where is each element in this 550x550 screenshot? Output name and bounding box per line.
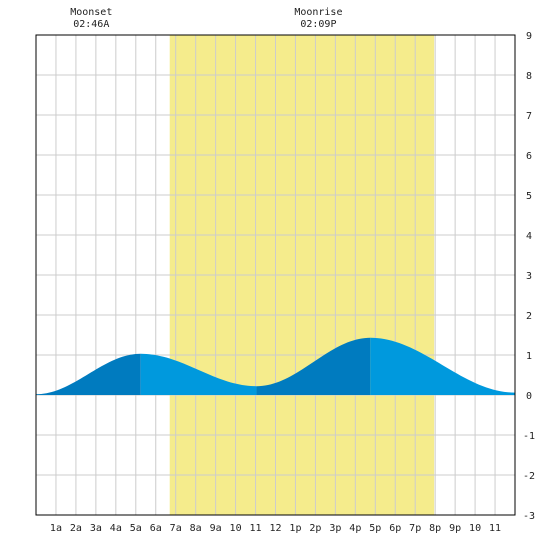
x-tick-label: 4a [110,523,122,534]
x-tick-label: 5a [130,523,142,534]
y-tick-label: 5 [526,191,532,202]
y-tick-label: 0 [526,391,532,402]
x-tick-label: 9a [210,523,222,534]
y-tick-label: 7 [526,111,532,122]
x-tick-label: 5p [369,523,381,534]
x-tick-label: 8p [429,523,441,534]
x-tick-label: 6a [150,523,162,534]
y-tick-label: 6 [526,151,532,162]
x-tick-label: 7a [170,523,182,534]
x-tick-label: 10 [230,523,242,534]
x-tick-label: 9p [449,523,461,534]
x-tick-label: 4p [349,523,361,534]
y-tick-label: 2 [526,311,532,322]
moon-event-time: 02:46A [73,19,109,30]
plot-border [35,34,516,516]
x-tick-label: 11 [489,523,501,534]
y-tick-label: -2 [523,471,535,482]
x-tick-label: 10 [469,523,481,534]
x-tick-label: 3p [329,523,341,534]
x-tick-label: 2a [70,523,82,534]
x-tick-label: 2p [309,523,321,534]
moon-event-label: Moonset [70,7,112,18]
moon-event-label: Moonrise [294,7,342,18]
tide-falling-area [370,337,515,395]
y-tick-label: 8 [526,71,532,82]
y-tick-label: -1 [523,431,535,442]
tide-rising-area [36,353,141,395]
x-tick-label: 1p [289,523,301,534]
y-tick-label: 3 [526,271,532,282]
x-tick-label: 8a [190,523,202,534]
y-tick-label: 9 [526,31,532,42]
y-tick-label: 1 [526,351,532,362]
x-tick-label: 6p [389,523,401,534]
x-tick-label: 1a [50,523,62,534]
x-tick-label: 11 [250,523,262,534]
moon-event-time: 02:09P [300,19,336,30]
x-tick-label: 12 [269,523,281,534]
tide-rising-area [256,337,371,395]
x-tick-label: 7p [409,523,421,534]
tide-falling-area [140,353,257,395]
x-tick-label: 3a [90,523,102,534]
y-tick-label: 4 [526,231,532,242]
y-tick-label: -3 [523,511,535,522]
